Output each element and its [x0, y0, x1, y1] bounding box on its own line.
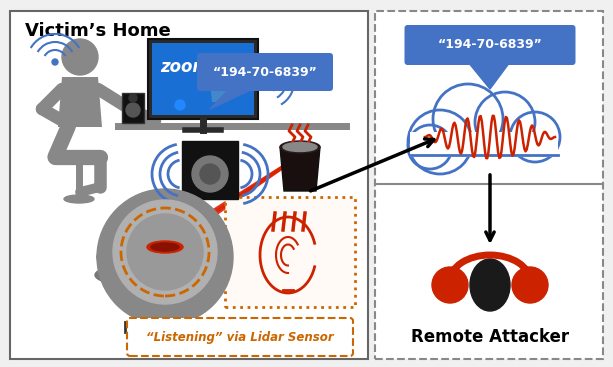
FancyBboxPatch shape — [182, 141, 238, 199]
Circle shape — [97, 189, 233, 325]
Ellipse shape — [280, 141, 320, 153]
Polygon shape — [210, 82, 230, 102]
Circle shape — [52, 59, 58, 65]
Polygon shape — [115, 123, 350, 130]
FancyBboxPatch shape — [225, 197, 355, 307]
FancyBboxPatch shape — [122, 93, 144, 123]
Polygon shape — [210, 88, 255, 109]
Circle shape — [192, 156, 228, 192]
Ellipse shape — [470, 259, 510, 311]
Circle shape — [265, 79, 271, 85]
Circle shape — [408, 125, 452, 169]
Polygon shape — [58, 77, 102, 127]
Ellipse shape — [283, 142, 317, 152]
Polygon shape — [280, 147, 320, 191]
Ellipse shape — [147, 241, 183, 253]
FancyBboxPatch shape — [10, 11, 368, 359]
FancyBboxPatch shape — [405, 25, 576, 65]
Text: “194-70-6839”: “194-70-6839” — [438, 39, 543, 51]
Circle shape — [129, 94, 137, 102]
Text: Victim’s Home: Victim’s Home — [25, 22, 171, 40]
FancyBboxPatch shape — [197, 53, 333, 91]
Circle shape — [113, 200, 217, 304]
Ellipse shape — [64, 195, 94, 203]
FancyBboxPatch shape — [375, 11, 603, 359]
Circle shape — [408, 110, 472, 174]
Circle shape — [210, 62, 230, 82]
Text: Remote Attacker: Remote Attacker — [411, 328, 569, 346]
FancyBboxPatch shape — [152, 43, 254, 115]
Text: “194-70-6839”: “194-70-6839” — [213, 65, 318, 79]
Ellipse shape — [95, 261, 235, 289]
Circle shape — [200, 164, 220, 184]
FancyBboxPatch shape — [127, 318, 353, 356]
Circle shape — [62, 39, 98, 75]
Text: “Listening” via Lidar Sensor: “Listening” via Lidar Sensor — [146, 331, 334, 344]
Circle shape — [127, 214, 203, 290]
Circle shape — [510, 112, 560, 162]
Text: zoom: zoom — [160, 58, 210, 76]
Polygon shape — [468, 62, 510, 89]
Ellipse shape — [97, 237, 233, 277]
Circle shape — [475, 92, 535, 152]
Polygon shape — [410, 132, 558, 157]
Circle shape — [175, 100, 185, 110]
FancyBboxPatch shape — [148, 39, 258, 119]
Circle shape — [512, 267, 548, 303]
Circle shape — [126, 103, 140, 117]
Circle shape — [433, 84, 503, 154]
Ellipse shape — [151, 243, 179, 251]
Circle shape — [432, 267, 468, 303]
